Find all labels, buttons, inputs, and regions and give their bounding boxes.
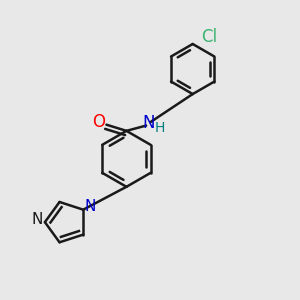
Text: N: N <box>32 212 43 227</box>
Text: O: O <box>93 113 106 131</box>
Text: H: H <box>154 121 165 135</box>
Text: N: N <box>142 115 155 133</box>
Text: Cl: Cl <box>201 28 217 46</box>
Text: N: N <box>84 199 95 214</box>
